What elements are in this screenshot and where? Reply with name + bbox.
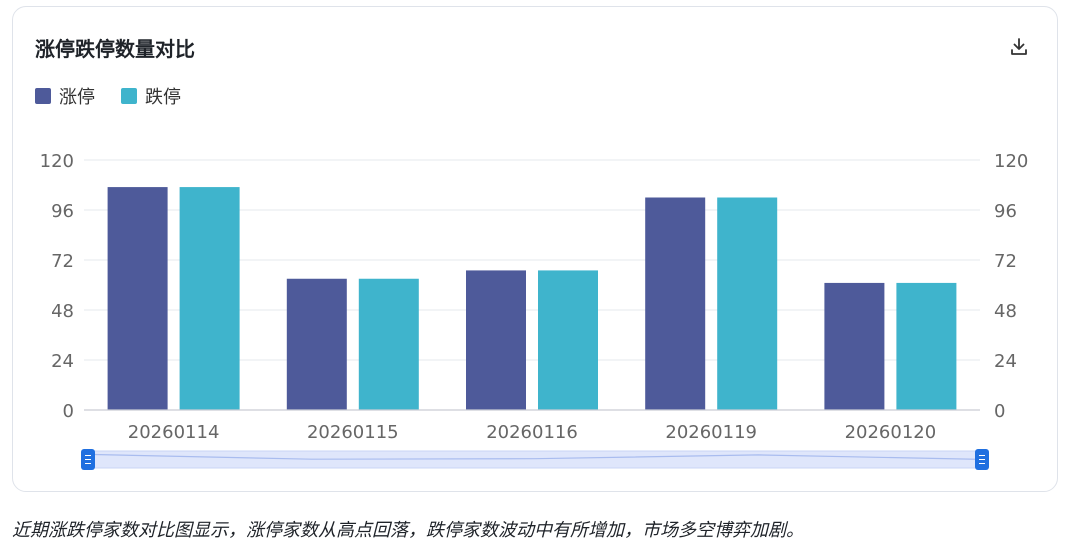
- y-tick-label-right: 96: [994, 201, 1017, 222]
- y-tick-label-right: 24: [994, 351, 1017, 372]
- y-tick-label-left: 96: [51, 201, 74, 222]
- y-tick-label-left: 0: [63, 401, 74, 422]
- y-tick-label-right: 120: [994, 151, 1028, 172]
- y-tick-label-right: 0: [994, 401, 1005, 422]
- x-tick-label: 20260120: [845, 422, 937, 443]
- legend-item-limit-down[interactable]: 跌停: [121, 83, 181, 109]
- bar-limit-down: [358, 278, 419, 410]
- zoom-slider-track: [87, 450, 983, 469]
- bar-chart: 0 0 24 24 48 48 72 72 96 96 120 120 20260114 20260115…: [40, 151, 1028, 470]
- zoom-slider-preview: [87, 453, 983, 460]
- bar-limit-up: [107, 187, 168, 410]
- y-tick-label-right: 72: [994, 251, 1017, 272]
- bar-limit-up: [824, 282, 885, 410]
- y-tick-label-left: 48: [51, 301, 74, 322]
- y-tick-label-left: 24: [51, 351, 74, 372]
- y-tick-label-left: 120: [40, 151, 74, 172]
- bar-limit-up: [645, 197, 706, 410]
- legend-item-limit-up[interactable]: 涨停: [35, 83, 95, 109]
- chart-summary: 近期涨跌停家数对比图显示，涨停家数从高点回落，跌停家数波动中有所增加，市场多空博…: [12, 520, 804, 541]
- y-tick-label-right: 48: [994, 301, 1017, 322]
- legend-label-limit-up: 涨停: [59, 87, 95, 108]
- y-tick-label-left: 72: [51, 251, 74, 272]
- x-tick-label: 20260116: [486, 422, 578, 443]
- bar-limit-up: [286, 278, 347, 410]
- legend-swatch-limit-up: [35, 88, 51, 104]
- legend-label-limit-down: 跌停: [145, 87, 181, 108]
- bar-limit-down: [538, 270, 598, 410]
- bar-limit-down: [717, 197, 778, 410]
- chart-legend: 涨停 跌停: [35, 83, 207, 109]
- download-icon-graphic: [1011, 38, 1027, 55]
- chart-title: 涨停跌停数量对比: [35, 37, 195, 61]
- bar-limit-up: [466, 270, 526, 410]
- x-tick-label: 20260115: [307, 422, 399, 443]
- x-tick-label: 20260119: [665, 422, 757, 443]
- x-tick-label: 20260114: [128, 422, 220, 443]
- download-icon[interactable]: [1007, 35, 1031, 59]
- bar-limit-down: [896, 282, 957, 410]
- legend-swatch-limit-down: [121, 88, 137, 104]
- bar-limit-down: [179, 187, 240, 410]
